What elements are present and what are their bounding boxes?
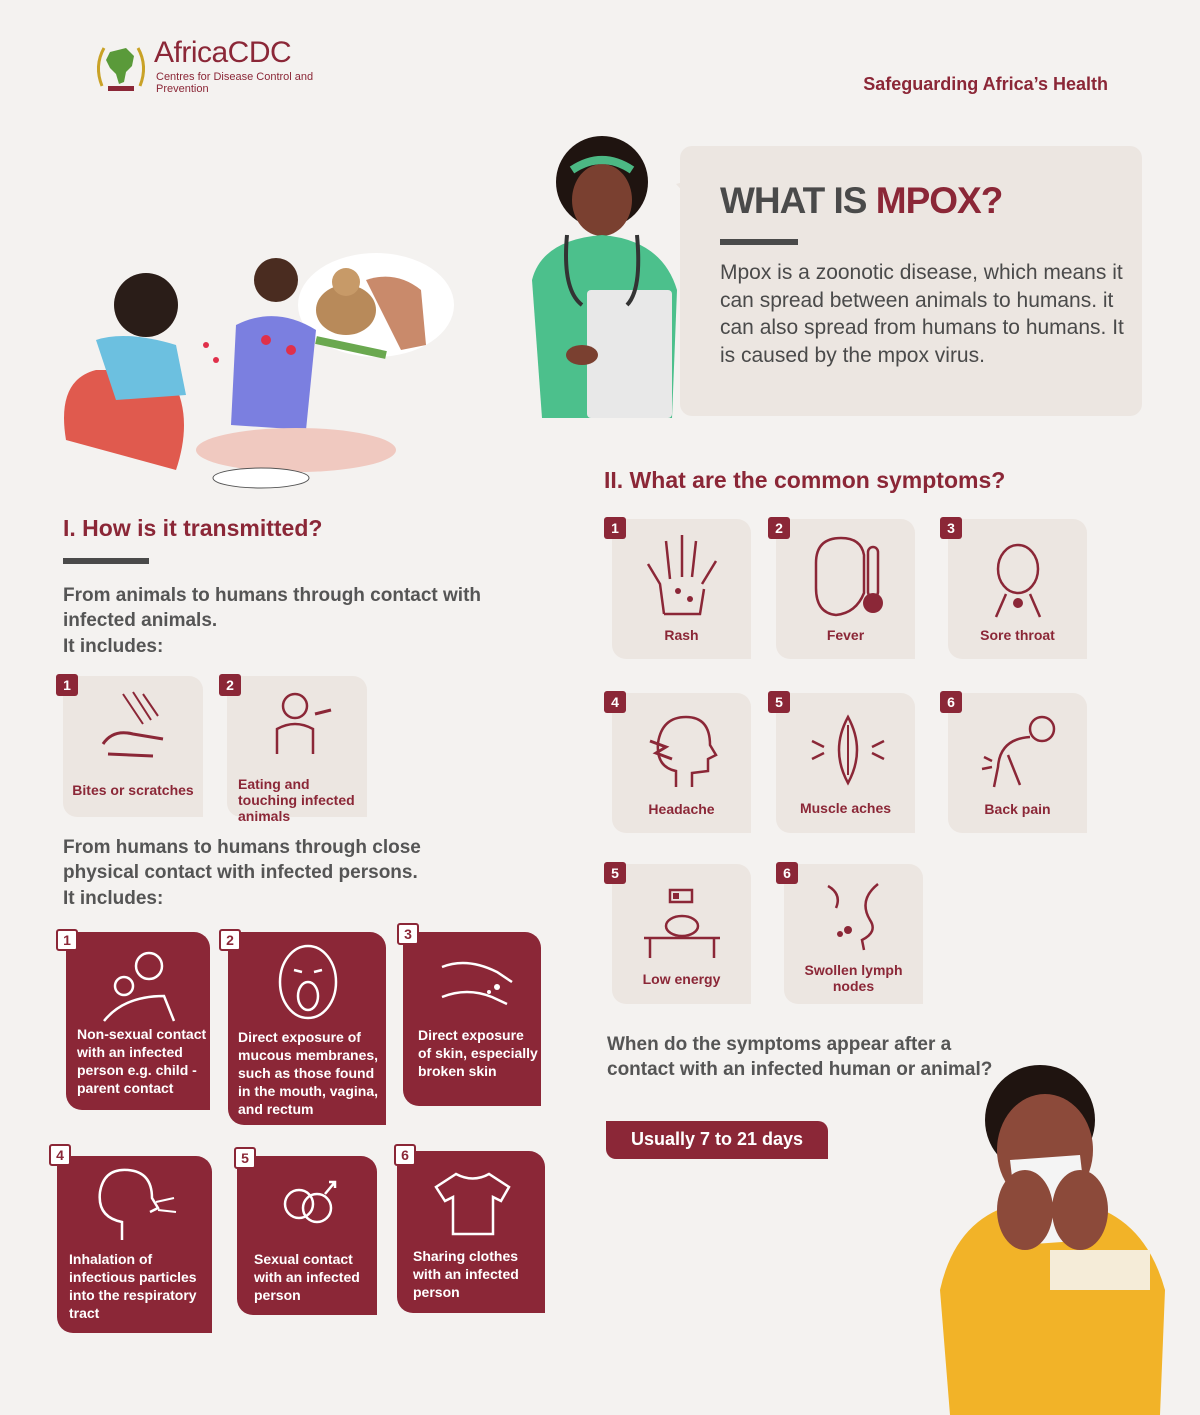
open-mouth-face-icon (278, 944, 338, 1020)
sore-throat-icon (994, 543, 1042, 618)
rash-hand-icon (646, 535, 718, 616)
symptom-item-7: Low energy (612, 864, 751, 1004)
what-is-title-accent: MPOX? (875, 180, 1004, 221)
symptom-item-number: 4 (604, 691, 626, 713)
symptom-item-3: Sore throat (948, 519, 1087, 659)
symptoms-heading: II. What are the common symptoms? (604, 467, 1006, 493)
transmission-divider (63, 558, 149, 564)
speech-bubble-tail (676, 176, 706, 216)
symptom-item-label: Swollen lymph nodes (804, 962, 903, 994)
symptom-item-label: Rash (664, 627, 699, 643)
what-is-title: WHAT IS MPOX? (720, 180, 1004, 222)
symptom-item-8: Swollen lymph nodes (784, 864, 923, 1004)
gender-symbols-icon (283, 1180, 337, 1224)
symptom-item-label: Low energy (642, 971, 721, 987)
tshirt-icon (434, 1172, 511, 1236)
human-item-number: 1 (56, 929, 78, 951)
symptom-item-number: 5 (768, 691, 790, 713)
sneezing-man-illustration (930, 1060, 1170, 1415)
thermometer-face-icon (814, 536, 883, 617)
logo-subtitle: Centres for Disease Control and Preventi… (156, 71, 314, 95)
human-item-label: Non-sexual contact with an infected pers… (77, 1026, 207, 1096)
muscle-icon (811, 714, 885, 786)
humans-intro: From humans to humans through close phys… (63, 837, 421, 883)
human-item-5: Sexual contact with an infected person (237, 1156, 377, 1315)
symptom-item-number: 1 (604, 517, 626, 539)
parent-child-icon (103, 951, 176, 1022)
human-item-label: Direct exposure of mucous membranes, suc… (238, 1029, 379, 1117)
symptom-item-number: 6 (776, 862, 798, 884)
symptom-onset-answer-badge: Usually 7 to 21 days (606, 1121, 828, 1159)
animal-item-number: 1 (56, 674, 78, 696)
symptom-item-number: 2 (768, 517, 790, 539)
hands-contact-icon (441, 961, 513, 1006)
symptom-onset-question: When do the symptoms appear after a cont… (607, 1034, 993, 1080)
transmission-heading: I. How is it transmitted? (63, 515, 323, 541)
back-pain-icon (981, 715, 1056, 788)
symptom-item-label: Muscle aches (799, 800, 892, 816)
human-item-6: Sharing clothes with an infected person (397, 1151, 545, 1313)
animal-item-label: Bites or scratches (72, 782, 194, 798)
what-is-divider (720, 239, 798, 245)
logo-title: AfricaCDC (154, 36, 292, 69)
eating-person-icon (275, 692, 332, 754)
lymph-nodes-icon (827, 883, 879, 951)
nurse-illustration (512, 130, 692, 418)
animal-item-number: 2 (219, 674, 241, 696)
animal-item-1: Bites or scratches (63, 676, 203, 817)
human-item-2: Direct exposure of mucous membranes, suc… (228, 932, 386, 1125)
what-is-mpox-box (680, 146, 1142, 416)
symptom-item-number: 5 (604, 862, 626, 884)
symptom-item-label: Sore throat (980, 627, 1055, 643)
human-item-label: Sharing clothes with an infected person (413, 1248, 519, 1300)
africa-cdc-logo: AfricaCDC Centres for Disease Control an… (92, 36, 322, 96)
animals-intro: From animals to humans through contact w… (63, 585, 482, 631)
human-item-label: Inhalation of infectious particles into … (69, 1251, 197, 1321)
low-battery-icon (644, 888, 720, 958)
symptom-item-number: 6 (940, 691, 962, 713)
human-item-1: Non-sexual contact with an infected pers… (66, 932, 210, 1110)
human-item-number: 4 (49, 1144, 71, 1166)
symptom-item-number: 3 (940, 517, 962, 539)
symptom-item-label: Fever (826, 627, 865, 643)
symptom-item-5: Muscle aches (776, 693, 915, 833)
human-item-number: 3 (397, 923, 419, 945)
symptom-item-label: Headache (648, 801, 715, 817)
human-item-number: 2 (219, 929, 241, 951)
human-item-label: Sexual contact with an infected person (254, 1251, 360, 1303)
human-item-label: Direct exposure of skin, especially brok… (418, 1027, 538, 1079)
human-item-4: Inhalation of infectious particles into … (57, 1156, 212, 1333)
headache-icon (649, 715, 718, 787)
transmission-illustration (56, 250, 456, 495)
what-is-body: Mpox is a zoonotic disease, which means … (720, 261, 1124, 367)
human-item-number: 5 (234, 1147, 256, 1169)
africa-map-emblem-icon (97, 47, 145, 91)
animal-item-2: Eating and touching infected animals (227, 676, 367, 824)
tagline: Safeguarding Africa’s Health (863, 74, 1108, 94)
scratch-hand-icon (101, 691, 164, 758)
breathing-head-icon (98, 1168, 177, 1240)
symptom-item-2: Fever (776, 519, 915, 659)
human-item-number: 6 (394, 1144, 416, 1166)
humans-includes: It includes: (63, 888, 164, 909)
symptom-item-4: Headache (612, 693, 751, 833)
animals-includes: It includes: (63, 636, 164, 657)
what-is-title-prefix: WHAT IS (720, 180, 876, 221)
symptom-item-1: Rash (612, 519, 751, 659)
symptom-item-label: Back pain (984, 801, 1051, 817)
symptom-item-6: Back pain (948, 693, 1087, 833)
animal-item-label: Eating and touching infected animals (238, 776, 355, 824)
human-item-3: Direct exposure of skin, especially brok… (403, 932, 541, 1106)
